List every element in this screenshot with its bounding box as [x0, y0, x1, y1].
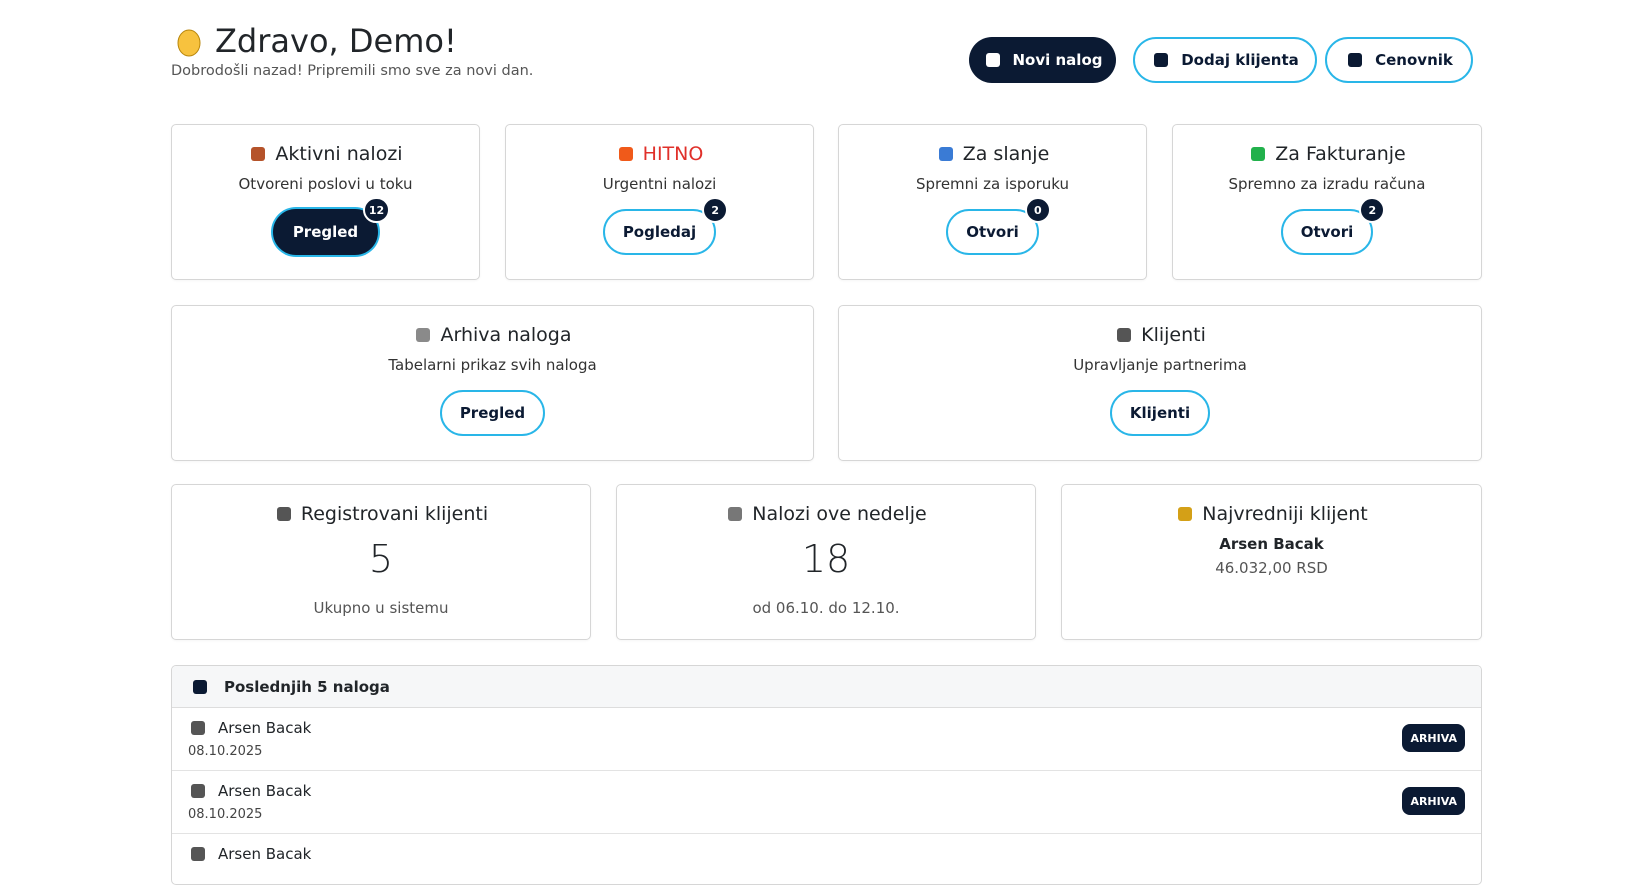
card-button[interactable]: Pogledaj 2	[602, 197, 729, 255]
doc-icon	[191, 721, 205, 735]
stat-title-row: Najvredniji klijent	[1062, 503, 1481, 525]
stat-footer: Ukupno u sistemu	[313, 599, 449, 617]
order-date: 08.10.2025	[188, 744, 263, 759]
stat-card: Najvredniji klijent Arsen Bacak 46.032,00 …	[1061, 484, 1482, 640]
card-button-label: Pogledaj	[622, 223, 697, 241]
stat-title: Nalozi ove nedelje	[752, 503, 927, 525]
count-badge: 12	[362, 197, 391, 223]
page: {"header": {"title": "Zdravo, Demo!", "s…	[171, 22, 1482, 885]
card-title-row: Arhiva naloga	[172, 324, 813, 346]
card-subtitle: Urgentni nalozi	[602, 175, 717, 193]
card-icon	[618, 147, 633, 161]
card-title-row: Klijenti	[839, 324, 1481, 346]
stat-card: Nalozi ove nedelje 18 od 06.10. do 12.10.	[616, 484, 1036, 640]
stat-value: 5	[368, 537, 394, 581]
history-icon	[193, 679, 207, 694]
card-button-label: Klijenti	[1129, 404, 1191, 422]
nav-card: Za slanje Spremni za isporuku Otvori 0	[838, 124, 1147, 280]
order-client: Arsen Bacak	[218, 845, 312, 863]
card-button-label: Pregled	[292, 223, 359, 241]
nav-card: Za Fakturanje Spremno za izradu računa Otv…	[1172, 124, 1482, 280]
nav-card: Arhiva naloga Tabelarni prikaz svih nalog…	[171, 305, 814, 461]
stat-footer: od 06.10. do 12.10.	[752, 599, 900, 617]
doc-icon	[191, 784, 205, 798]
nav-card: Klijenti Upravljanje partnerima Klijenti	[838, 305, 1482, 461]
count-badge: 2	[702, 197, 729, 223]
wave-icon	[177, 29, 201, 57]
stat-title-row: Nalozi ove nedelje	[617, 503, 1035, 525]
order-status: ARHIVA	[1402, 787, 1465, 815]
button-label: Novi nalog	[1012, 51, 1103, 69]
order-row[interactable]: Arsen Bacak 08.10.2025 ARHIVA	[172, 771, 1481, 834]
nav-card: Aktivni nalozi Otvoreni poslovi u toku Pre…	[171, 124, 480, 280]
recent-header: Poslednjih 5 naloga	[172, 666, 1481, 708]
card-title: Klijenti	[1141, 324, 1206, 346]
button-icon	[1154, 53, 1169, 67]
stat-icon	[728, 507, 743, 521]
card-button[interactable]: Pregled	[439, 390, 546, 436]
order-row[interactable]: Arsen Bacak	[172, 834, 1481, 884]
card-title-row: Aktivni nalozi	[172, 143, 479, 165]
button-icon	[1348, 53, 1363, 67]
card-icon	[251, 147, 266, 161]
page-subtitle: Dobrodošli nazad! Pripremili smo sve za …	[171, 63, 534, 79]
order-status: ARHIVA	[1402, 724, 1465, 752]
order-name-row: Arsen Bacak	[188, 844, 311, 864]
card-title-row: Za Fakturanje	[1173, 143, 1481, 165]
stat-value: 18	[801, 537, 851, 581]
card-title-row: Za slanje	[839, 143, 1146, 165]
card-icon	[1251, 147, 1266, 161]
stat-title: Najvredniji klijent	[1202, 503, 1368, 525]
card-title: Za Fakturanje	[1275, 143, 1406, 165]
card-title: Aktivni nalozi	[275, 143, 403, 165]
card-button[interactable]: Otvori 2	[1280, 197, 1386, 255]
page-title: Zdravo, Demo!	[215, 22, 457, 60]
card-button[interactable]: Klijenti	[1109, 390, 1211, 436]
nav-card: HITNO Urgentni nalozi Pogledaj 2	[505, 124, 814, 280]
card-icon	[938, 147, 953, 161]
card-subtitle: Spremno za izradu računa	[1228, 175, 1426, 193]
button-icon	[985, 53, 1000, 67]
order-name-row: Arsen Bacak	[188, 781, 311, 801]
action-button[interactable]: Cenovnik	[1325, 37, 1473, 83]
action-button[interactable]: Novi nalog	[969, 37, 1116, 83]
greeting: Zdravo, Demo!	[171, 22, 457, 60]
card-icon	[1117, 328, 1132, 342]
card-button-label: Otvori	[966, 223, 1019, 241]
card-subtitle: Tabelarni prikaz svih naloga	[388, 356, 597, 374]
card-subtitle: Otvoreni poslovi u toku	[238, 175, 413, 193]
card-button[interactable]: Pregled 12	[272, 197, 391, 255]
card-subtitle: Upravljanje partnerima	[1073, 356, 1247, 374]
order-client: Arsen Bacak	[218, 719, 312, 737]
order-row[interactable]: Arsen Bacak 08.10.2025 ARHIVA	[172, 708, 1481, 771]
card-subtitle: Spremni za isporuku	[915, 175, 1070, 193]
stat-icon	[1178, 507, 1193, 521]
count-badge: 0	[1024, 197, 1051, 223]
stat-title-row: Registrovani klijenti	[172, 503, 590, 525]
card-title: Arhiva naloga	[440, 324, 572, 346]
card-title: HITNO	[642, 143, 704, 165]
stat-title: Registrovani klijenti	[300, 503, 489, 525]
card-button[interactable]: Otvori 0	[946, 197, 1051, 255]
order-date: 08.10.2025	[188, 807, 263, 822]
button-label: Cenovnik	[1375, 51, 1453, 69]
recent-title: Poslednjih 5 naloga	[224, 677, 390, 696]
doc-icon	[191, 847, 205, 861]
top-client-name: Arsen Bacak	[1219, 535, 1324, 553]
top-client-amount: 46.032,00 RSD	[1215, 559, 1328, 577]
count-badge: 2	[1359, 197, 1386, 223]
action-button[interactable]: Dodaj klijenta	[1133, 37, 1317, 83]
stat-icon	[276, 507, 291, 521]
stat-card: Registrovani klijenti 5 Ukupno u sistemu	[171, 484, 591, 640]
card-button-label: Pregled	[459, 404, 526, 422]
card-title: Za slanje	[962, 143, 1050, 165]
order-name-row: Arsen Bacak	[188, 718, 311, 738]
card-button-label: Otvori	[1300, 223, 1354, 241]
recent-orders: Poslednjih 5 naloga Arsen Bacak 08.10.2025…	[171, 665, 1482, 885]
card-title-row: HITNO	[506, 143, 813, 165]
card-icon	[416, 328, 431, 342]
button-label: Dodaj klijenta	[1181, 51, 1299, 69]
order-client: Arsen Bacak	[218, 782, 312, 800]
